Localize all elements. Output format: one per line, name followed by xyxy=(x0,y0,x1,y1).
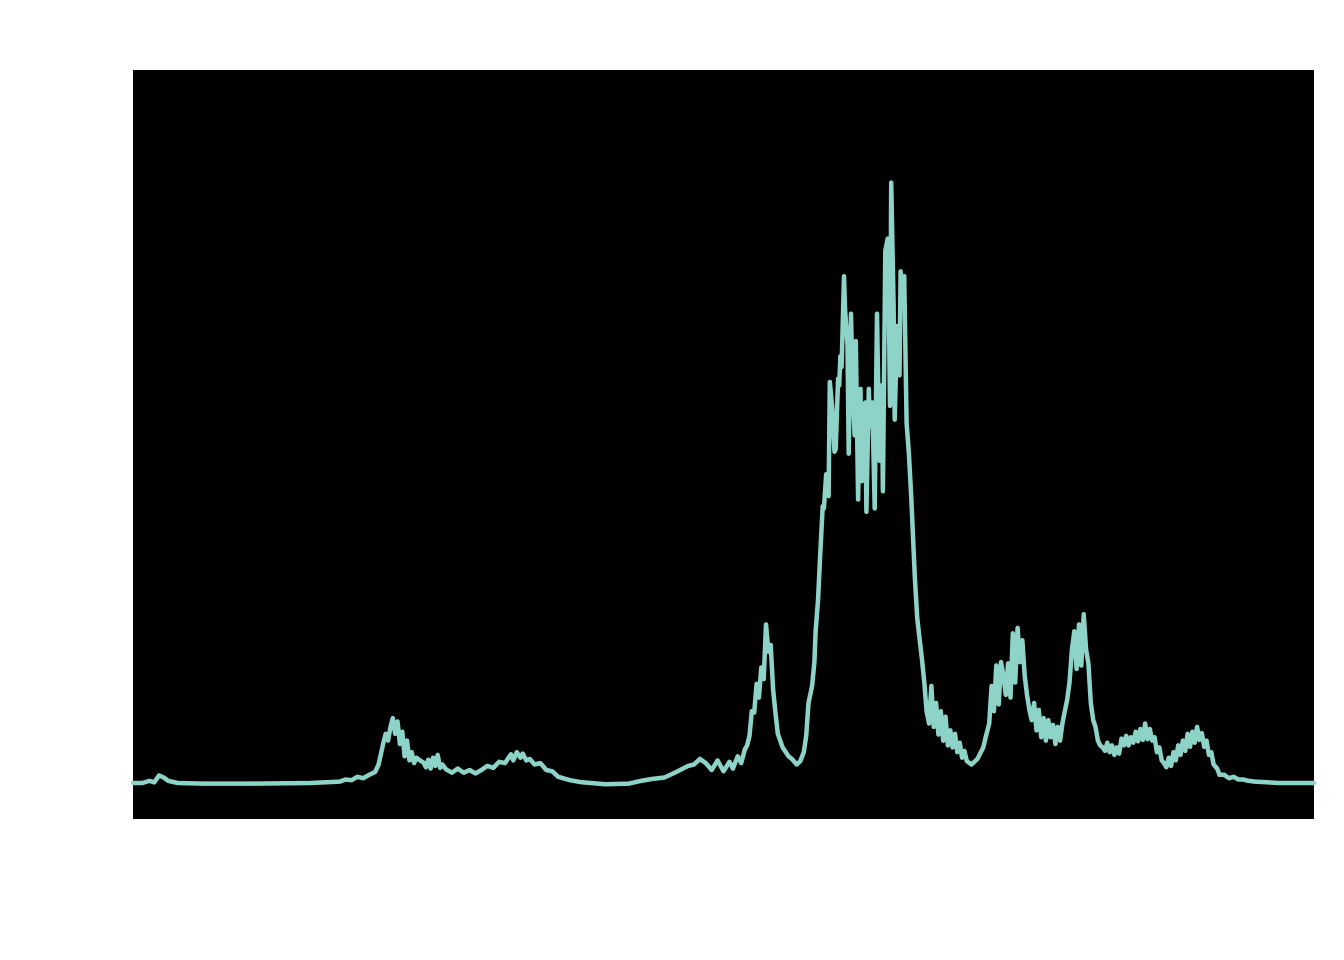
plot-area-background xyxy=(133,70,1314,819)
series-line-0 xyxy=(130,180,1317,787)
series-layer xyxy=(130,180,1317,787)
